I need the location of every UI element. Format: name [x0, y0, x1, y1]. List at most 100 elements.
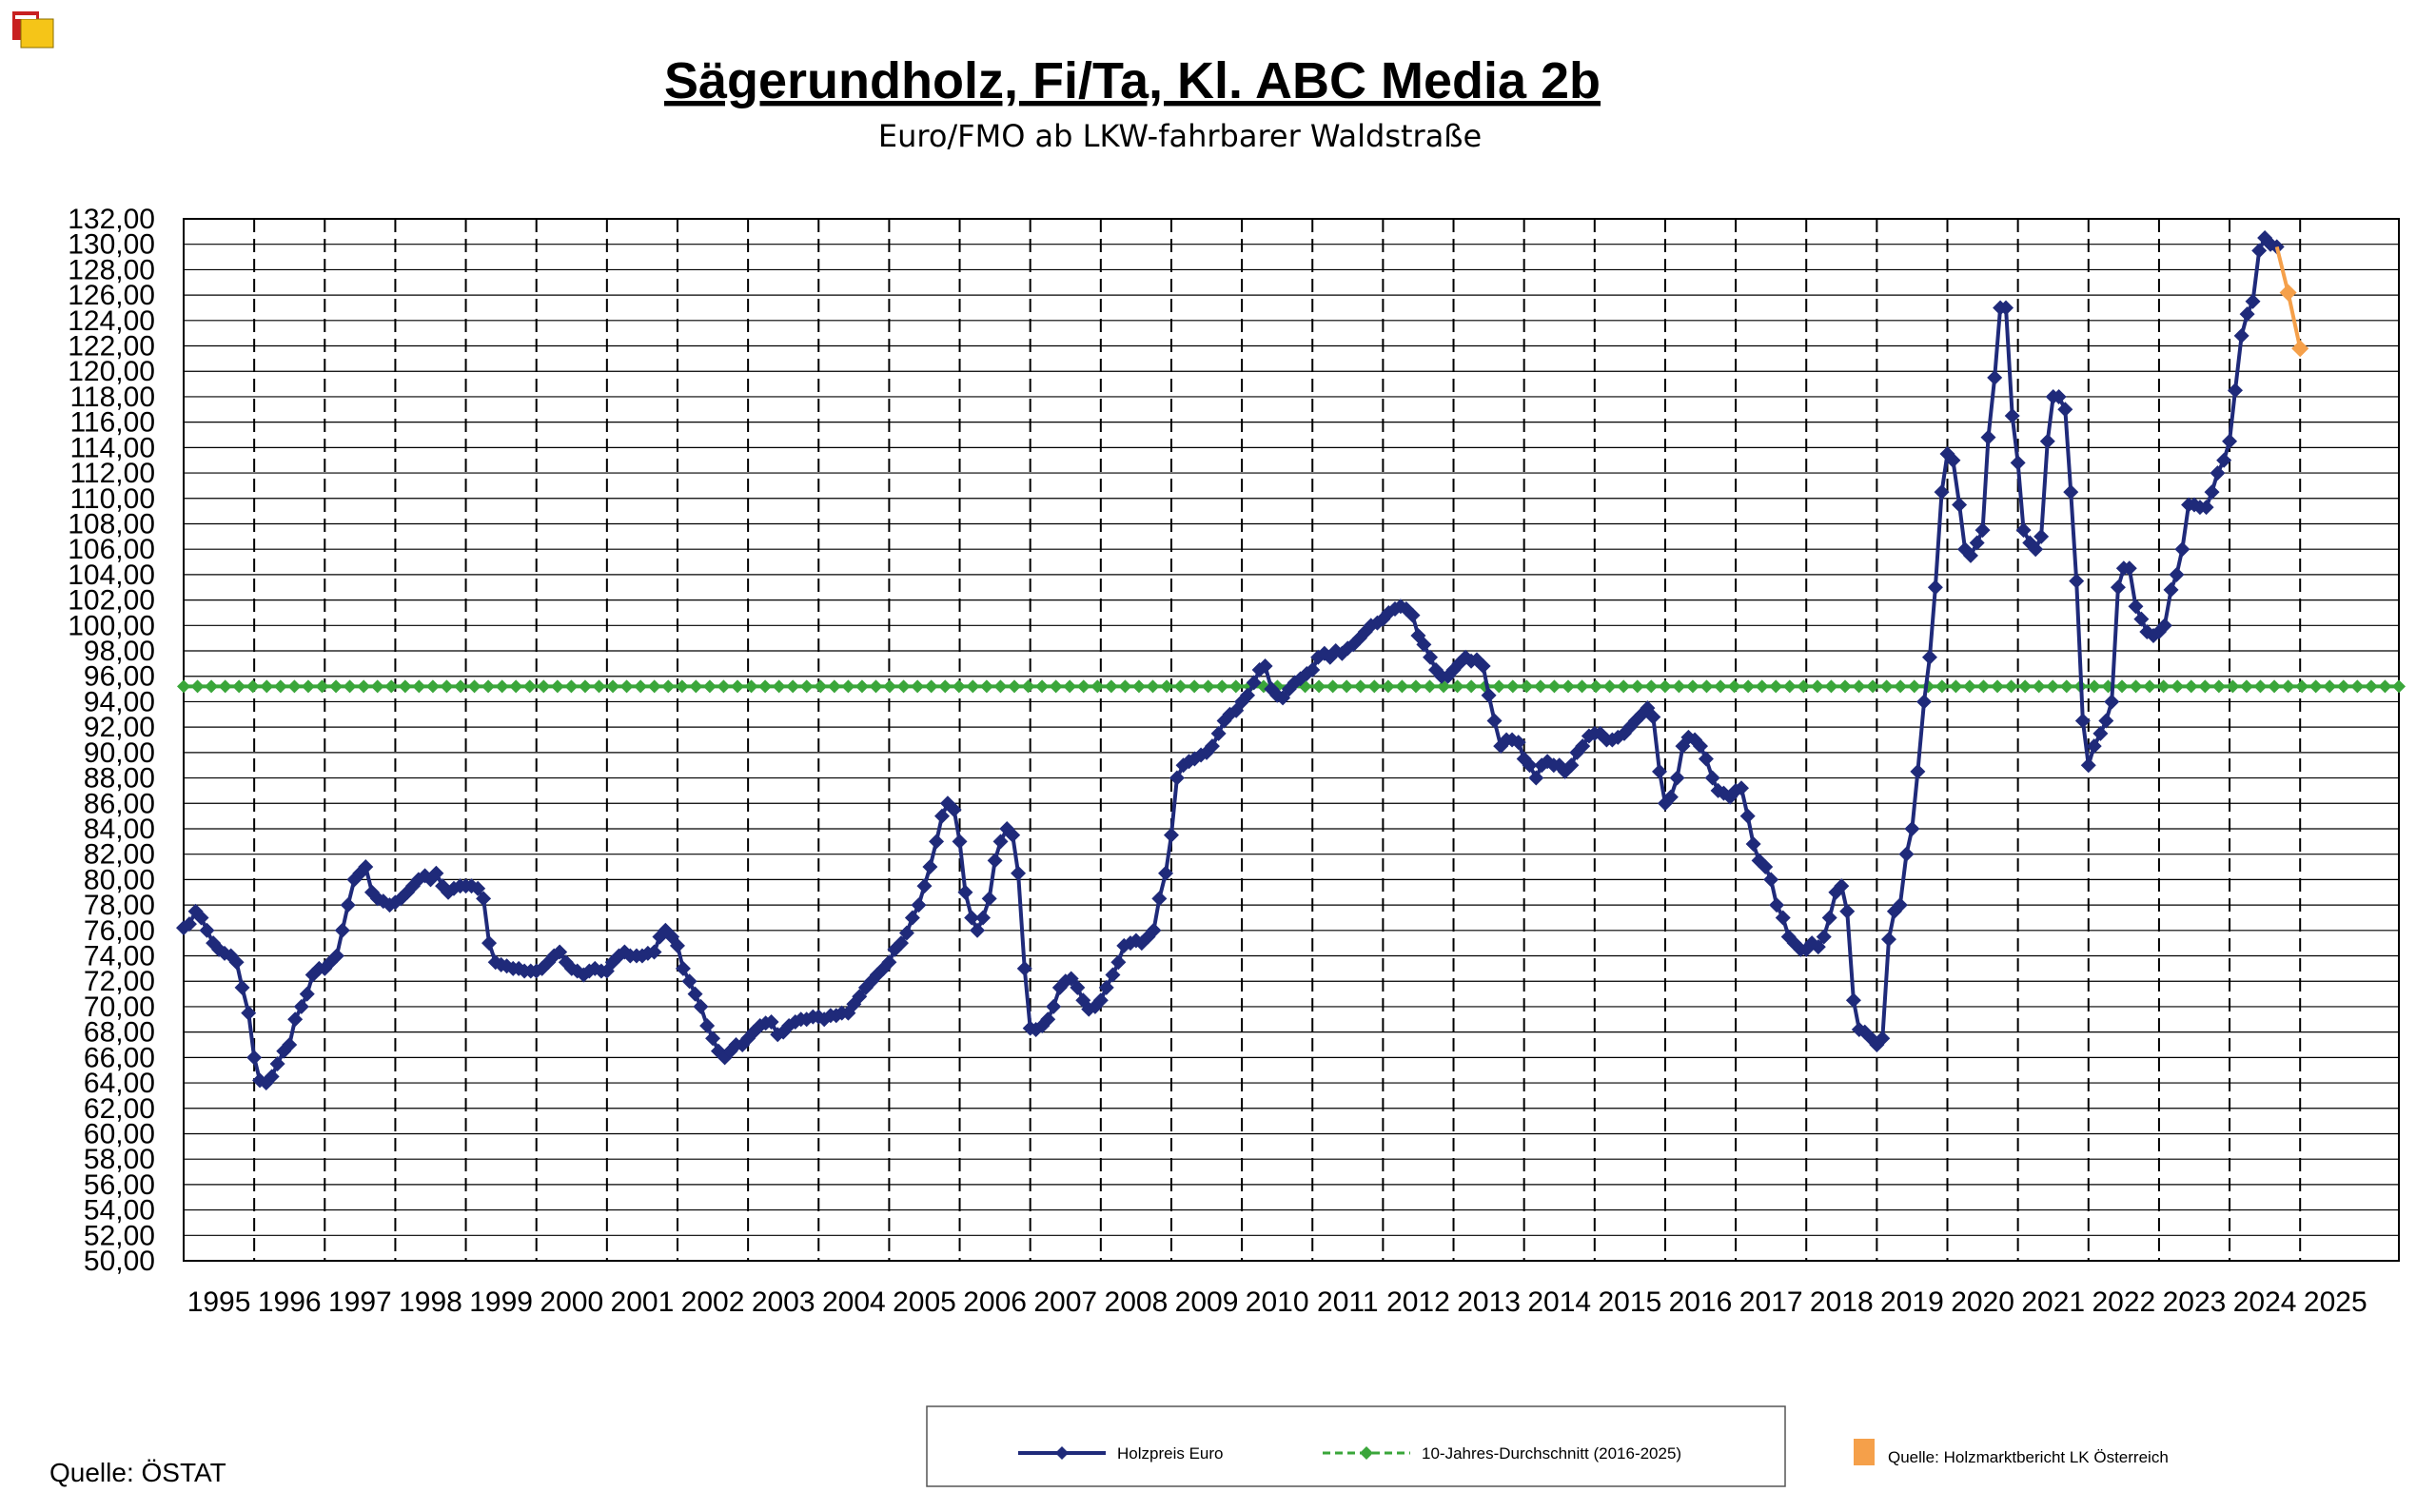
- average-point: [1049, 679, 1063, 694]
- average-point: [1381, 679, 1395, 694]
- y-tick-label: 74,00: [84, 941, 155, 972]
- average-point: [509, 679, 523, 694]
- x-tick-label: 2023: [2163, 1286, 2227, 1318]
- horizontal-gridlines: [184, 218, 2399, 1262]
- holzpreis-point: [340, 897, 356, 913]
- holzpreis-point: [1240, 687, 1256, 703]
- holzpreis-point: [2222, 433, 2238, 449]
- y-tick-label: 60,00: [84, 1118, 155, 1149]
- average-point: [1630, 679, 1644, 694]
- average-point: [869, 679, 883, 694]
- average-point: [440, 679, 454, 694]
- average-point: [1866, 679, 1880, 694]
- average-point: [883, 679, 897, 694]
- average-point: [398, 679, 412, 694]
- average-point: [1991, 679, 2005, 694]
- legend: Holzpreis Euro 10-Jahres-Durchschnitt (2…: [926, 1405, 2169, 1487]
- holzpreis-point: [869, 967, 885, 983]
- average-point: [744, 679, 758, 694]
- holzpreis-point: [1158, 865, 1174, 881]
- holzpreis-point: [1962, 547, 1978, 563]
- holzpreis-point: [699, 1017, 716, 1033]
- average-point: [634, 679, 648, 694]
- holzpreis-point: [2121, 560, 2137, 577]
- x-tick-label: 2019: [1880, 1286, 1944, 1318]
- holzpreis-point: [481, 935, 498, 952]
- average-point: [827, 679, 841, 694]
- average-point: [2115, 679, 2129, 694]
- y-tick-label: 116,00: [69, 407, 155, 439]
- average-point: [246, 679, 260, 694]
- average-point: [578, 679, 592, 694]
- average-point: [260, 679, 274, 694]
- average-point: [786, 679, 800, 694]
- average-point: [2308, 679, 2323, 694]
- holzpreis-point: [1423, 649, 1439, 665]
- average-point: [467, 679, 481, 694]
- average-point: [384, 679, 399, 694]
- average-point: [1173, 679, 1188, 694]
- holzpreis-point: [1769, 897, 1785, 913]
- average-point: [1562, 679, 1575, 694]
- holzpreis-point: [2128, 599, 2144, 615]
- average-point: [177, 679, 190, 694]
- holzpreis-point: [1563, 757, 1580, 774]
- holzpreis-point: [1745, 836, 1761, 852]
- average-point: [1076, 679, 1090, 694]
- average-point: [1104, 679, 1118, 694]
- average-point: [1879, 679, 1894, 694]
- series-holzpreis: [176, 230, 2285, 1091]
- holzpreis-point: [2063, 484, 2079, 501]
- holzpreis-point: [1898, 846, 1915, 862]
- average-point: [1976, 679, 1991, 694]
- holzpreis-point: [705, 1031, 721, 1047]
- holzpreis-point: [241, 1005, 257, 1021]
- average-point: [232, 679, 246, 694]
- average-point: [702, 679, 717, 694]
- legend-marker-average: [1360, 1446, 1373, 1460]
- holzpreis-point: [1070, 979, 1086, 995]
- holzpreis-point: [1916, 694, 1933, 710]
- x-tick-label: 2014: [1527, 1286, 1591, 1318]
- average-point: [1063, 679, 1077, 694]
- holzpreis-point: [1763, 872, 1779, 888]
- legend-frame: [926, 1405, 1786, 1487]
- x-tick-label: 1998: [399, 1286, 462, 1318]
- average-point: [550, 679, 564, 694]
- holzpreis-point: [952, 834, 968, 850]
- holzpreis-point: [1652, 763, 1668, 779]
- y-tick-label: 106,00: [68, 534, 155, 565]
- holzpreis-point: [964, 910, 980, 926]
- average-point: [2378, 679, 2392, 694]
- holzpreis-point: [1475, 658, 1491, 675]
- average-point: [1755, 679, 1769, 694]
- holzpreis-point: [1904, 820, 1920, 836]
- average-point: [495, 679, 509, 694]
- x-tick-label: 1995: [187, 1286, 251, 1318]
- holzpreis-point: [987, 853, 1003, 869]
- holzpreis-point: [476, 891, 492, 907]
- average-point: [661, 679, 676, 694]
- holzpreis-point: [1875, 1031, 1891, 1047]
- holzpreis-point: [1662, 789, 1679, 805]
- average-point: [1714, 679, 1728, 694]
- holzpreis-point: [2033, 528, 2050, 544]
- source-note: Quelle: ÖSTAT: [49, 1458, 226, 1487]
- holzpreis-point: [1693, 738, 1709, 755]
- holzpreis-point: [1105, 967, 1121, 983]
- average-point: [1685, 679, 1699, 694]
- x-axis-tick-labels: 1995 1996 1997 1998 1999 2000 2001 2002 2003 2004…: [187, 1286, 2367, 1318]
- holzpreis-point: [1880, 932, 1896, 948]
- average-point: [343, 679, 357, 694]
- app-icon: [12, 11, 54, 49]
- average-point: [1699, 679, 1714, 694]
- average-point: [1353, 679, 1367, 694]
- holzpreis-point: [1486, 713, 1503, 729]
- average-point: [1131, 679, 1146, 694]
- y-tick-label: 120,00: [68, 356, 155, 387]
- average-point: [2171, 679, 2185, 694]
- holzpreis-point: [1739, 808, 1756, 824]
- x-tick-label: 2004: [822, 1286, 886, 1318]
- holzpreis-point: [2216, 452, 2232, 468]
- average-point: [370, 679, 384, 694]
